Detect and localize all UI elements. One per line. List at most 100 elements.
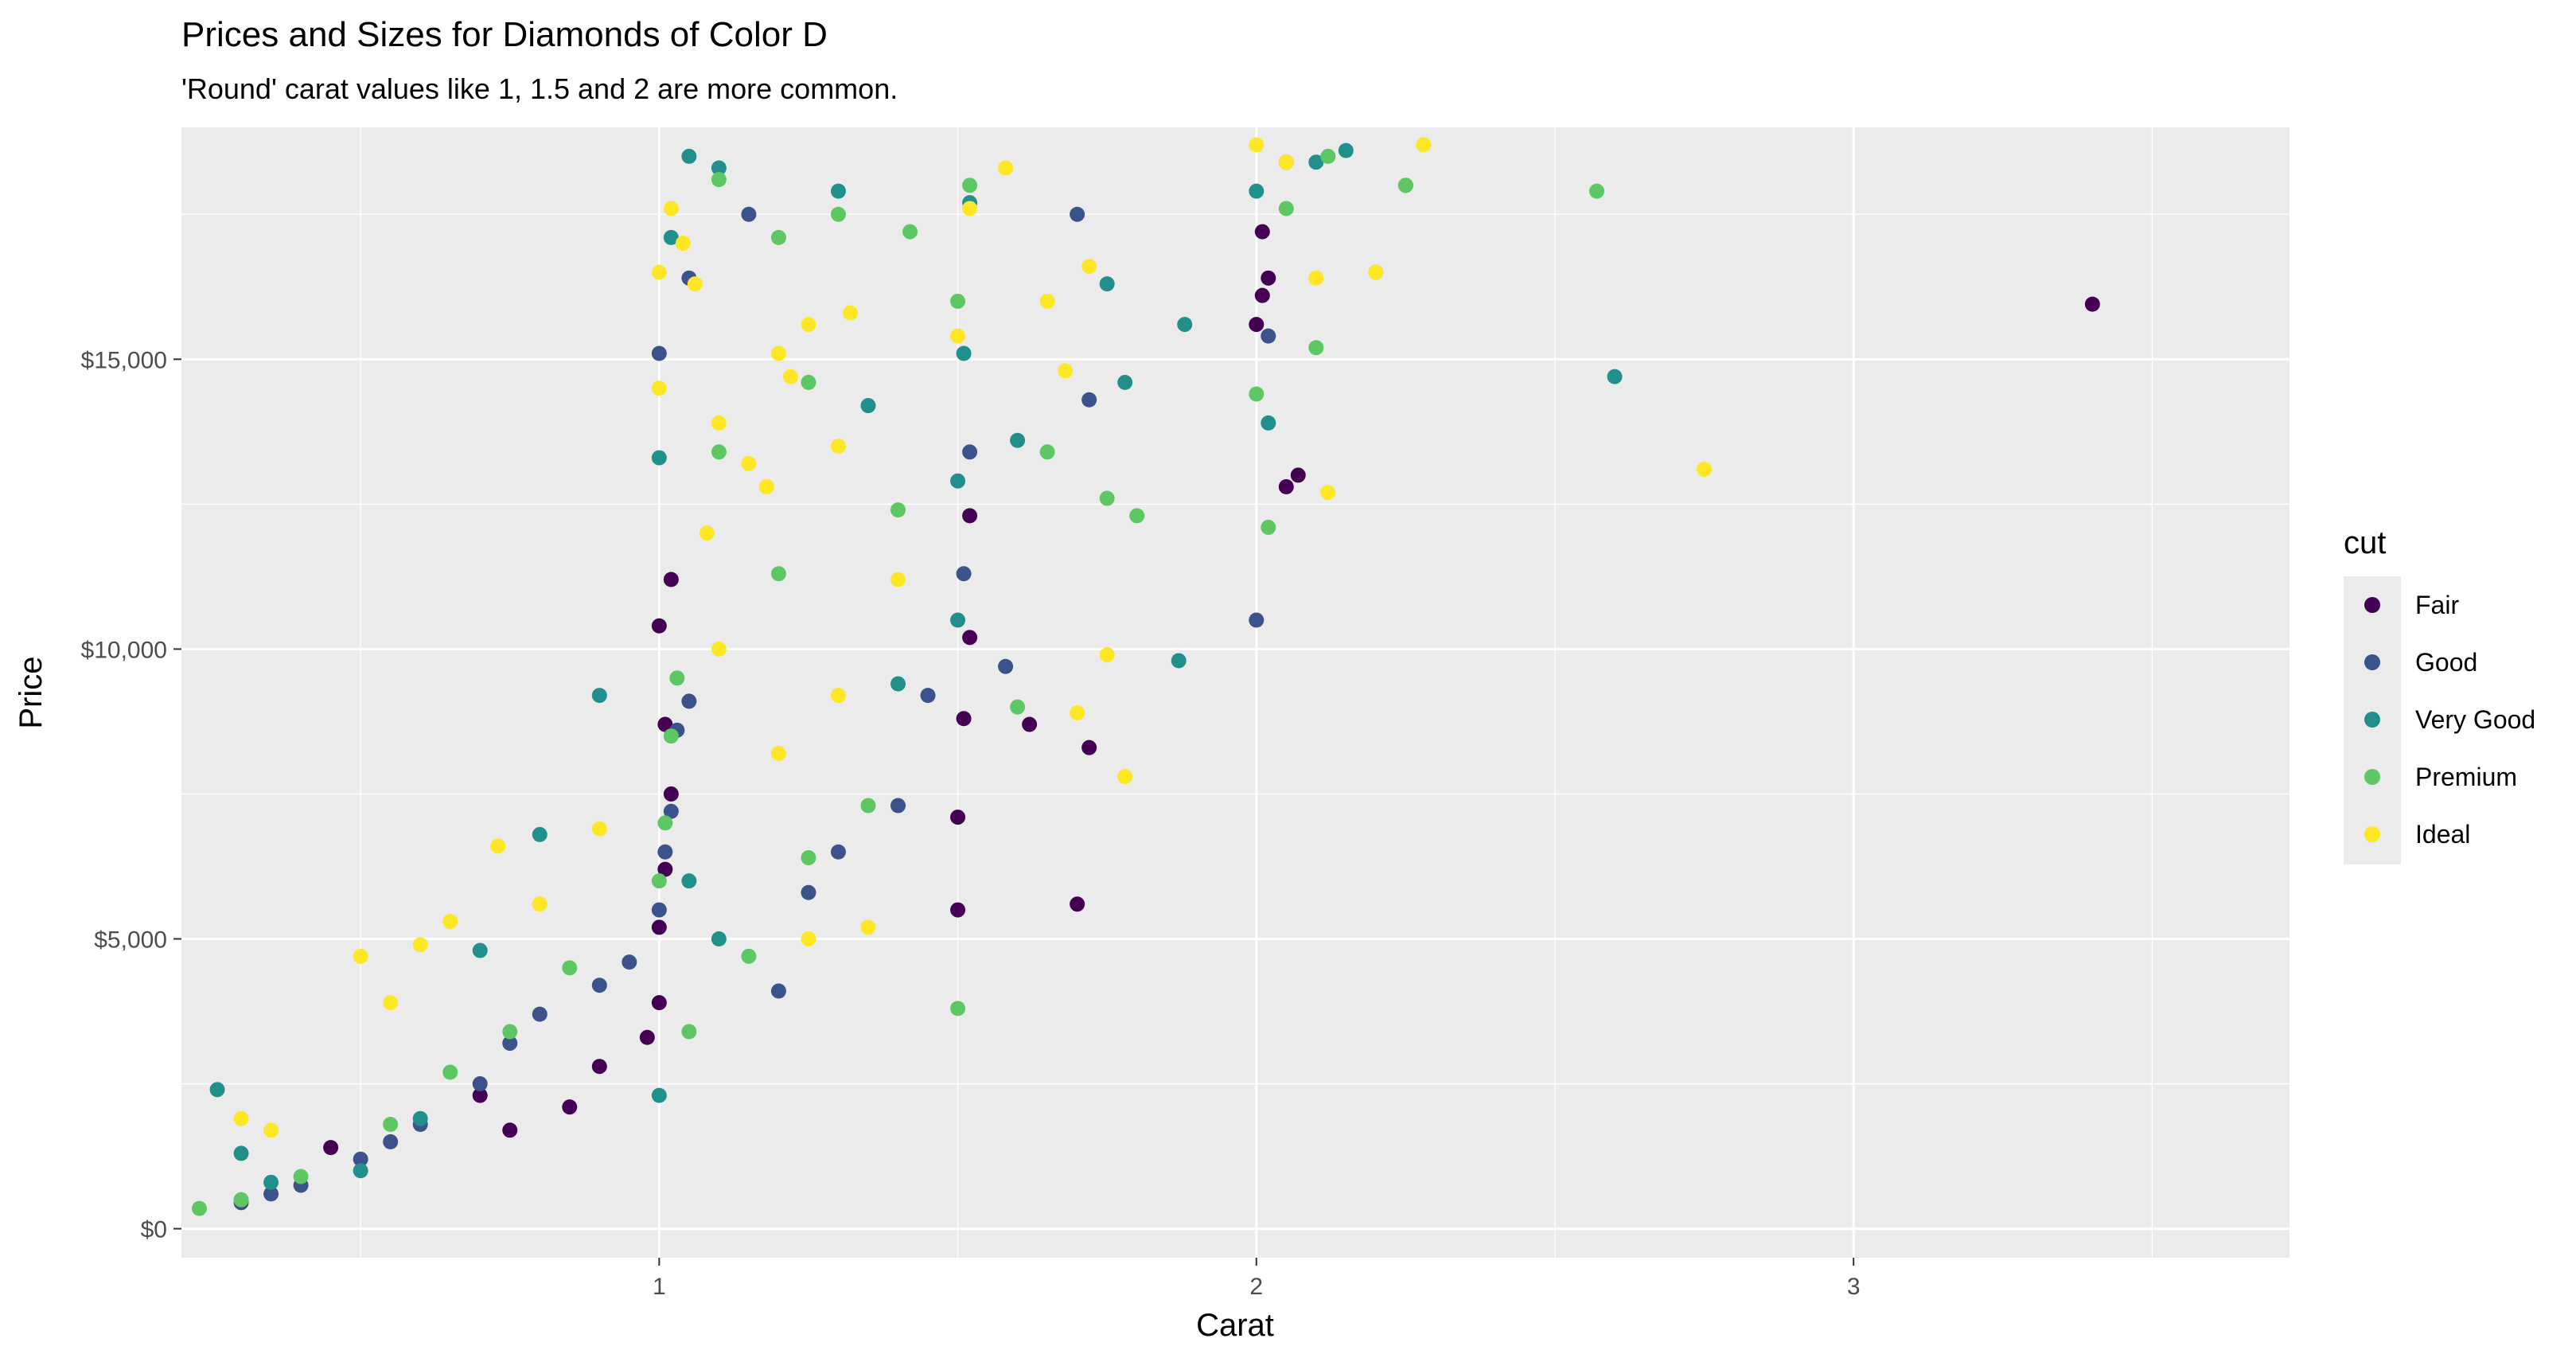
point-ideal (758, 478, 774, 494)
point-good (998, 658, 1014, 674)
point-premium (1249, 386, 1265, 402)
y-tick-label: $0 (141, 1217, 167, 1243)
point-very-good (651, 450, 667, 466)
point-ideal (1058, 363, 1074, 379)
point-ideal (801, 317, 816, 333)
point-premium (801, 374, 816, 390)
y-tick-label: $10,000 (81, 637, 167, 663)
point-ideal (663, 201, 679, 217)
point-very-good (663, 229, 679, 245)
point-ideal (490, 838, 506, 854)
plot-panel (181, 127, 2290, 1258)
point-fair (950, 810, 966, 825)
point-ideal (263, 1122, 279, 1138)
point-ideal (860, 919, 876, 935)
point-fair (651, 995, 667, 1011)
point-fair (1254, 224, 1270, 240)
point-good (353, 1151, 368, 1167)
point-premium (830, 206, 846, 222)
point-fair (663, 786, 679, 802)
point-fair (1081, 739, 1097, 755)
point-fair (962, 630, 978, 646)
point-premium (950, 293, 966, 309)
point-good (890, 798, 906, 814)
point-fair (2084, 296, 2100, 312)
point-premium (681, 1024, 697, 1040)
point-ideal (1320, 485, 1336, 501)
point-fair (472, 1087, 488, 1103)
point-very-good (950, 612, 966, 628)
point-ideal (770, 345, 786, 361)
point-fair (956, 711, 972, 727)
point-very-good (830, 183, 846, 199)
point-very-good (412, 1110, 428, 1126)
legend: cut Fair Good Very Good Premium Ideal (2344, 525, 2535, 864)
point-ideal (890, 572, 906, 587)
legend-key-premium (2364, 769, 2380, 785)
point-premium (711, 444, 727, 460)
chart-subtitle: 'Round' carat values like 1, 1.5 and 2 a… (181, 72, 898, 105)
point-premium (711, 172, 727, 188)
point-fair (1254, 287, 1270, 303)
x-axis-ticks: 1 2 3 (653, 1258, 1861, 1300)
point-very-good (1171, 653, 1187, 669)
point-premium (502, 1024, 518, 1040)
point-ideal (1070, 704, 1085, 720)
point-premium (770, 229, 786, 245)
point-ideal (532, 896, 548, 912)
legend-key-very-good (2364, 712, 2380, 728)
point-premium (442, 1064, 458, 1080)
point-good (1261, 328, 1276, 344)
point-good (830, 844, 846, 860)
point-premium (890, 502, 906, 518)
point-good (770, 983, 786, 999)
x-tick-label: 3 (1847, 1274, 1861, 1300)
point-ideal (651, 264, 667, 280)
point-ideal (383, 995, 399, 1011)
point-very-good (956, 345, 972, 361)
point-very-good (711, 160, 727, 176)
legend-key-good (2364, 654, 2380, 670)
point-very-good (1308, 154, 1324, 170)
legend-label-fair: Fair (2415, 591, 2459, 619)
point-very-good (233, 1145, 249, 1161)
legend-label-premium: Premium (2415, 763, 2517, 791)
point-very-good (1099, 276, 1115, 292)
point-good (591, 978, 607, 993)
chart-title: Prices and Sizes for Diamonds of Color D (181, 15, 828, 54)
x-tick-label: 2 (1249, 1274, 1263, 1300)
point-fair (323, 1140, 339, 1156)
y-axis-ticks: $0 $5,000 $10,000 $15,000 (81, 347, 181, 1243)
point-ideal (233, 1110, 249, 1126)
point-premium (1397, 178, 1413, 193)
point-very-good (1261, 415, 1276, 431)
point-good (651, 345, 667, 361)
point-ideal (1117, 769, 1133, 785)
point-ideal (711, 641, 727, 657)
point-good (383, 1134, 399, 1149)
point-premium (741, 948, 757, 964)
point-good (263, 1186, 279, 1202)
point-good (663, 803, 679, 819)
point-good (1070, 206, 1085, 222)
point-ideal (442, 914, 458, 930)
point-ideal (1249, 137, 1265, 153)
point-very-good (1249, 183, 1265, 199)
point-very-good (681, 873, 697, 889)
point-good (1081, 392, 1097, 408)
point-ideal (711, 415, 727, 431)
point-very-good (1010, 432, 1026, 448)
point-premium (962, 178, 978, 193)
point-ideal (801, 931, 816, 946)
legend-label-very-good: Very Good (2415, 705, 2535, 734)
legend-label-ideal: Ideal (2415, 820, 2470, 849)
point-very-good (263, 1174, 279, 1190)
point-premium (562, 960, 578, 976)
point-premium (233, 1192, 249, 1208)
point-fair (502, 1122, 518, 1138)
point-ideal (1368, 264, 1384, 280)
point-ideal (675, 236, 691, 252)
point-ideal (1099, 647, 1115, 663)
point-ideal (962, 201, 978, 217)
point-fair (651, 618, 667, 634)
